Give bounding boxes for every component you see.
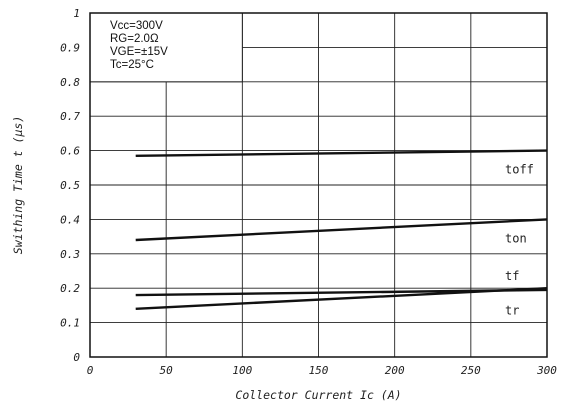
series-labels: toff ton tf tr	[505, 163, 534, 318]
y-tick-labels: 0 0.1 0.2 0.3 0.4 0.5 0.6 0.7 0.8 0.9 1	[60, 7, 80, 364]
y-tick-label: 0.1	[60, 317, 80, 330]
condition-line: Tc=25°C	[110, 59, 154, 71]
y-tick-label: 0.9	[60, 41, 80, 54]
series-line-ton	[135, 218, 548, 242]
y-tick-label: 0.3	[60, 248, 80, 261]
y-axis-label: Swithing Time t (μs)	[11, 116, 25, 254]
x-axis-label: Collector Current Ic (A)	[235, 388, 401, 402]
y-tick-label: 1	[73, 7, 80, 20]
condition-line: VGE=±15V	[110, 46, 168, 58]
x-tick-labels: 0 50 100 150 200 250 300	[87, 364, 558, 377]
x-tick-label: 300	[536, 364, 557, 377]
series-label-ton: ton	[505, 231, 527, 245]
plot-frame	[89, 12, 548, 358]
series-label-tr: tr	[505, 304, 519, 318]
y-tick-label: 0.5	[60, 179, 80, 192]
x-tick-label: 100	[232, 364, 252, 377]
y-tick-label: 0.4	[60, 213, 80, 226]
y-tick-label: 0.8	[60, 76, 80, 89]
x-tick-label: 200	[385, 364, 405, 377]
x-tick-label: 0	[87, 364, 94, 377]
condition-line: RG=2.0Ω	[110, 33, 159, 45]
series-label-toff: toff	[505, 163, 534, 177]
x-tick-label: 150	[309, 364, 329, 377]
x-tick-label: 250	[461, 364, 481, 377]
y-tick-label: 0.2	[60, 282, 80, 295]
condition-line: Vcc=300V	[110, 20, 163, 32]
y-tick-label: 0.6	[60, 145, 80, 158]
x-tick-label: 50	[160, 364, 174, 377]
series-line-toff	[135, 149, 548, 157]
y-tick-label: 0	[73, 351, 80, 364]
series-lines	[135, 149, 548, 310]
y-tick-label: 0.7	[60, 110, 80, 123]
series-label-tf: tf	[505, 269, 519, 283]
series-line-tr	[135, 287, 548, 310]
